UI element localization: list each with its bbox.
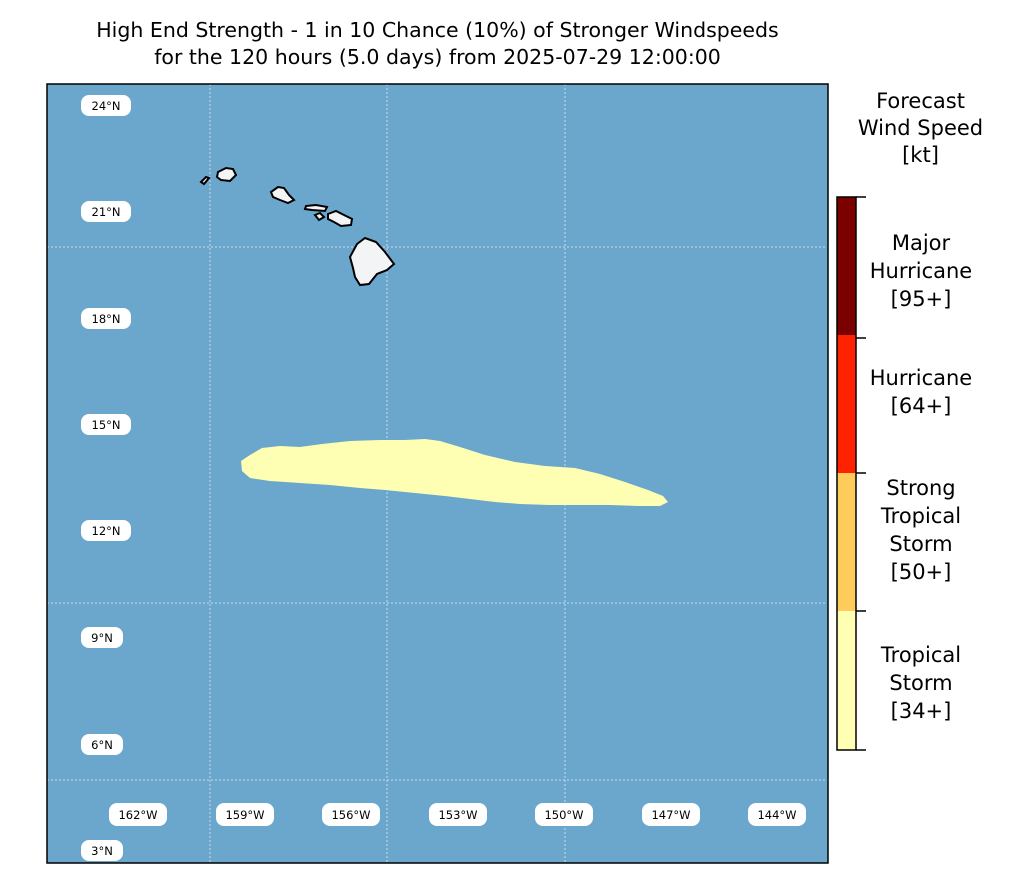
legend-title-line: [kt] — [902, 143, 939, 167]
lat-label-text: 9°N — [91, 631, 113, 645]
legend-label-hurricane: Hurricane [64+] — [856, 364, 986, 420]
lat-label: 18°N — [81, 308, 131, 329]
lat-label-text: 3°N — [91, 844, 113, 858]
lat-label: 6°N — [81, 734, 123, 755]
legend-label-line: Tropical — [880, 643, 962, 667]
legend-label-line: [95+] — [890, 287, 952, 311]
lat-label: 12°N — [81, 520, 131, 541]
hawaiian-islands — [199, 166, 396, 287]
longitude-labels: 162°W 159°W 156°W 153°W 150°W 147°W 144°… — [109, 803, 806, 826]
legend-label-line: [34+] — [890, 699, 952, 723]
latitude-labels: 24°N 21°N 18°N 15°N 12°N 9°N 6°N 3°N — [81, 95, 131, 861]
legend-label-line: Storm — [889, 671, 953, 695]
lon-label: 144°W — [748, 803, 806, 826]
colorbar-segment-strong-tropical-storm — [837, 473, 856, 611]
lat-label: 3°N — [81, 840, 123, 861]
legend-label-line: Hurricane — [869, 259, 973, 283]
lon-label: 150°W — [535, 803, 593, 826]
island-oahu — [269, 185, 296, 205]
colorbar-segment-tropical-storm — [837, 611, 856, 750]
map-title-line-1: High End Strength - 1 in 10 Chance (10%)… — [96, 18, 779, 42]
island-niihau — [199, 175, 211, 186]
lat-label: 24°N — [81, 95, 131, 116]
island-hawaii — [348, 236, 396, 287]
legend-title: Forecast Wind Speed [kt] — [838, 88, 1003, 169]
legend-label-line: Strong — [886, 476, 956, 500]
legend-label-line: Tropical — [880, 504, 962, 528]
lat-label-text: 6°N — [91, 738, 113, 752]
legend-title-line: Forecast — [876, 89, 965, 113]
legend-label-line: [64+] — [890, 394, 952, 418]
legend-label-line: Storm — [889, 532, 953, 556]
island-maui — [327, 209, 354, 228]
wind-swath-tropical-storm — [241, 439, 668, 506]
colorbar-ticks — [856, 196, 866, 751]
lon-label-text: 159°W — [225, 808, 264, 822]
lon-label: 162°W — [109, 803, 167, 826]
lon-label: 156°W — [322, 803, 380, 826]
lat-label-text: 12°N — [92, 524, 121, 538]
lon-label-text: 153°W — [438, 808, 477, 822]
lat-label: 9°N — [81, 627, 123, 648]
legend-label-major-hurricane: Major Hurricane [95+] — [856, 229, 986, 313]
lat-label-text: 15°N — [92, 418, 121, 432]
colorbar — [836, 196, 866, 751]
map-frame — [46, 83, 829, 864]
colorbar-segment-hurricane — [837, 335, 856, 473]
island-lanai — [313, 211, 326, 222]
lon-label: 159°W — [216, 803, 274, 826]
legend-label-strong-tropical-storm: Strong Tropical Storm [50+] — [856, 474, 986, 586]
lon-label-text: 150°W — [544, 808, 583, 822]
lon-label-text: 144°W — [757, 808, 796, 822]
legend-label-line: [50+] — [890, 560, 952, 584]
colorbar-segment-major-hurricane — [837, 197, 856, 335]
island-kauai — [215, 166, 238, 183]
lat-label: 15°N — [81, 414, 131, 435]
legend-title-line: Wind Speed — [857, 116, 984, 140]
lon-label-text: 162°W — [118, 808, 157, 822]
lon-label-text: 156°W — [331, 808, 370, 822]
lat-label-text: 18°N — [92, 312, 121, 326]
lat-label-text: 21°N — [92, 205, 121, 219]
lon-label-text: 147°W — [651, 808, 690, 822]
island-molokai — [303, 203, 329, 213]
lon-label: 153°W — [429, 803, 487, 826]
legend-label-line: Hurricane — [869, 366, 973, 390]
legend-label-line: Major — [891, 231, 951, 255]
legend-label-tropical-storm: Tropical Storm [34+] — [856, 641, 986, 725]
lat-label-text: 24°N — [92, 99, 121, 113]
map-title-line-2: for the 120 hours (5.0 days) from 2025-0… — [154, 45, 721, 69]
lon-label: 147°W — [642, 803, 700, 826]
lat-label: 21°N — [81, 201, 131, 222]
